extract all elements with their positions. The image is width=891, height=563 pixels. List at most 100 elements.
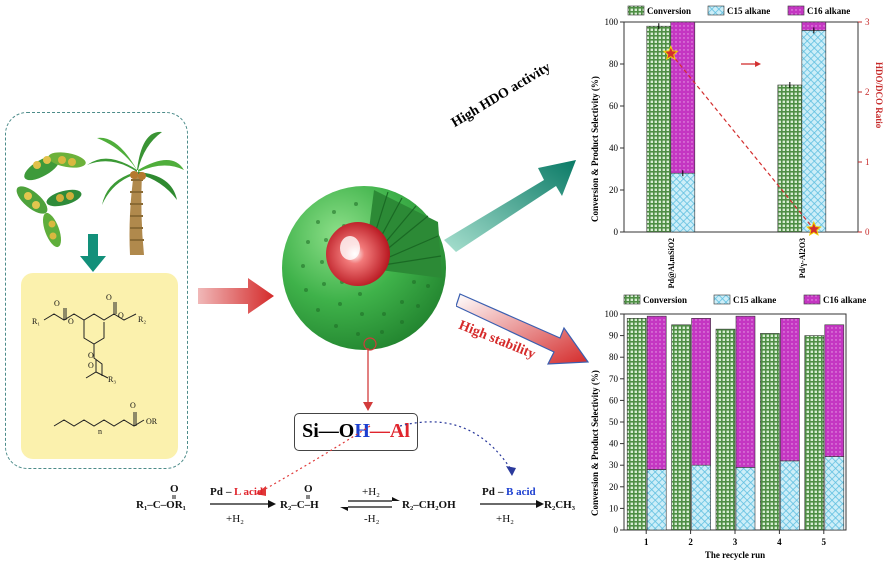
legend-label-2: C16 alkane (823, 295, 866, 305)
legend-label-1: C15 alkane (727, 6, 770, 16)
al-label: Al (389, 420, 410, 442)
high-hdo-label: High HDO activity (449, 59, 554, 131)
legend-label-2: C16 alkane (807, 6, 850, 16)
zoom-arrow-icon (363, 348, 373, 411)
comparison-arrow-head (755, 61, 762, 67)
top-xtick-label-0: Pd@Al,mSiO2 (667, 238, 676, 288)
catalyst-pd-2: Pd (482, 486, 495, 498)
legend-swatch-2 (787, 5, 805, 16)
legend-swatch-0 (623, 294, 641, 305)
down-arrow-icon (80, 234, 106, 272)
svg-text:O: O (88, 351, 94, 360)
top-bar-c15-1 (801, 30, 827, 233)
top-y2label: HDO/DCO Ratio (874, 62, 884, 129)
bottom-bar-c16-0 (646, 315, 667, 470)
svg-text:R₃: R₃ (108, 375, 116, 384)
top-y2tick-label-1: 1 (865, 157, 870, 167)
lewis-acid-label: L acid (234, 486, 263, 498)
bottom-bar-c16-1 (691, 318, 711, 466)
top-y2tick-label-2: 2 (865, 87, 870, 97)
svg-text:R₁: R₁ (32, 317, 40, 326)
bottom-xtick-label-3: 4 (777, 537, 782, 547)
feedstock-panel (5, 112, 188, 469)
dotted-connectors (256, 421, 516, 496)
top-ytick-label-3: 60 (609, 101, 619, 111)
reaction-scheme: R₁–C–OR₁ O Pd – L acid +H₂ R₂–C–H O +H₂ … (136, 483, 576, 525)
top-bar-conversion-0 (646, 25, 672, 233)
condition-h2-2: +H₂ (362, 486, 380, 498)
brønsted-site-label: Si—OH—Al (294, 413, 418, 451)
bottom-bar-c15-1 (691, 464, 711, 531)
svg-text:–: – (225, 486, 232, 498)
legend-label-0: Conversion (643, 295, 687, 305)
condition-h2-1: +H₂ (226, 513, 244, 525)
catalyst-sphere (282, 186, 446, 351)
reactant-ester: R₁–C–OR₁ (136, 499, 186, 511)
svg-text:OR: OR (146, 417, 158, 426)
alkane-product: R₂CH₃ (544, 499, 576, 511)
svg-text:O: O (68, 317, 74, 326)
top-ytick-label-2: 40 (609, 143, 619, 153)
bottom-bar-c16-3 (780, 318, 800, 462)
bottom-ytick-label-7: 70 (609, 374, 619, 384)
legend-swatch-1 (713, 294, 731, 305)
palm-tree-icon (87, 131, 184, 255)
legend-swatch-0 (627, 5, 645, 16)
svg-text:O: O (304, 483, 313, 495)
bottom-bar-conversion-1 (671, 324, 691, 531)
condition-minus-h2: -H₂ (364, 513, 380, 525)
svg-text:R₂: R₂ (138, 315, 146, 324)
alcohol: R₂–CH₂OH (402, 499, 456, 511)
bottom-xtick-label-2: 3 (733, 537, 738, 547)
svg-text:O: O (170, 483, 179, 495)
svg-text:–: – (497, 486, 504, 498)
o-label: O (338, 420, 355, 442)
bottom-bar-c16-4 (824, 324, 845, 457)
svg-text:n: n (98, 427, 102, 436)
bottom-ylabel: Conversion & Product Selectivity (%) (590, 370, 600, 516)
h-label: H (354, 420, 370, 442)
bottom-ytick-label-4: 40 (609, 439, 619, 449)
bottom-ytick-label-6: 60 (609, 395, 619, 405)
soybean-pods-icon (16, 152, 86, 248)
process-arrow (198, 278, 274, 314)
legend-swatch-1 (707, 5, 725, 16)
bottom-bar-c15-4 (824, 456, 845, 531)
bottom-chart: Conversion C15 alkane C16 alkane 0 10 20 30 40… (590, 294, 866, 560)
bottom-ytick-label-9: 90 (609, 331, 619, 341)
bottom-xtick-label-4: 5 (822, 537, 827, 547)
bottom-ytick-label-8: 80 (609, 352, 619, 362)
top-y2tick-label-3: 3 (865, 17, 870, 27)
high-stability-arrow (456, 293, 590, 365)
high-hdo-arrow (444, 160, 576, 252)
bottom-ytick-label-0: 0 (614, 525, 619, 535)
top-bar-conversion-1 (777, 84, 803, 233)
top-plot-frame (623, 21, 859, 233)
bottom-ytick-label-1: 10 (609, 503, 619, 513)
bottom-bar-conversion-0 (626, 318, 647, 531)
svg-text:O: O (54, 299, 60, 308)
top-bar-c15-0 (670, 172, 696, 233)
svg-text:O: O (88, 361, 94, 370)
hdo-dco-ratio-line (670, 53, 815, 230)
triglyceride-box (21, 273, 178, 459)
top-ytick-label-5: 100 (605, 17, 619, 27)
svg-text:O: O (118, 311, 124, 320)
catalyst-pd-1: Pd (210, 486, 223, 498)
top-y2tick-label-0: 0 (865, 227, 870, 237)
top-ylabel: Conversion & Product Selectivity (%) (590, 76, 600, 222)
top-ytick-label-0: 0 (614, 227, 619, 237)
bottom-bar-conversion-3 (760, 333, 780, 531)
legend-label-0: Conversion (647, 6, 691, 16)
bottom-xtick-label-0: 1 (644, 537, 649, 547)
bottom-bar-c15-2 (735, 467, 756, 531)
bronsted-acid-label: B acid (506, 486, 536, 498)
top-ytick-label-4: 80 (609, 59, 619, 69)
svg-text:O: O (130, 401, 136, 410)
bottom-xlabel: The recycle run (705, 550, 765, 560)
bottom-ytick-label-5: 50 (609, 417, 619, 427)
bottom-bar-c16-2 (735, 315, 756, 468)
top-chart-legend: Conversion C15 alkane C16 alkane (627, 5, 850, 16)
legend-swatch-2 (803, 294, 821, 305)
